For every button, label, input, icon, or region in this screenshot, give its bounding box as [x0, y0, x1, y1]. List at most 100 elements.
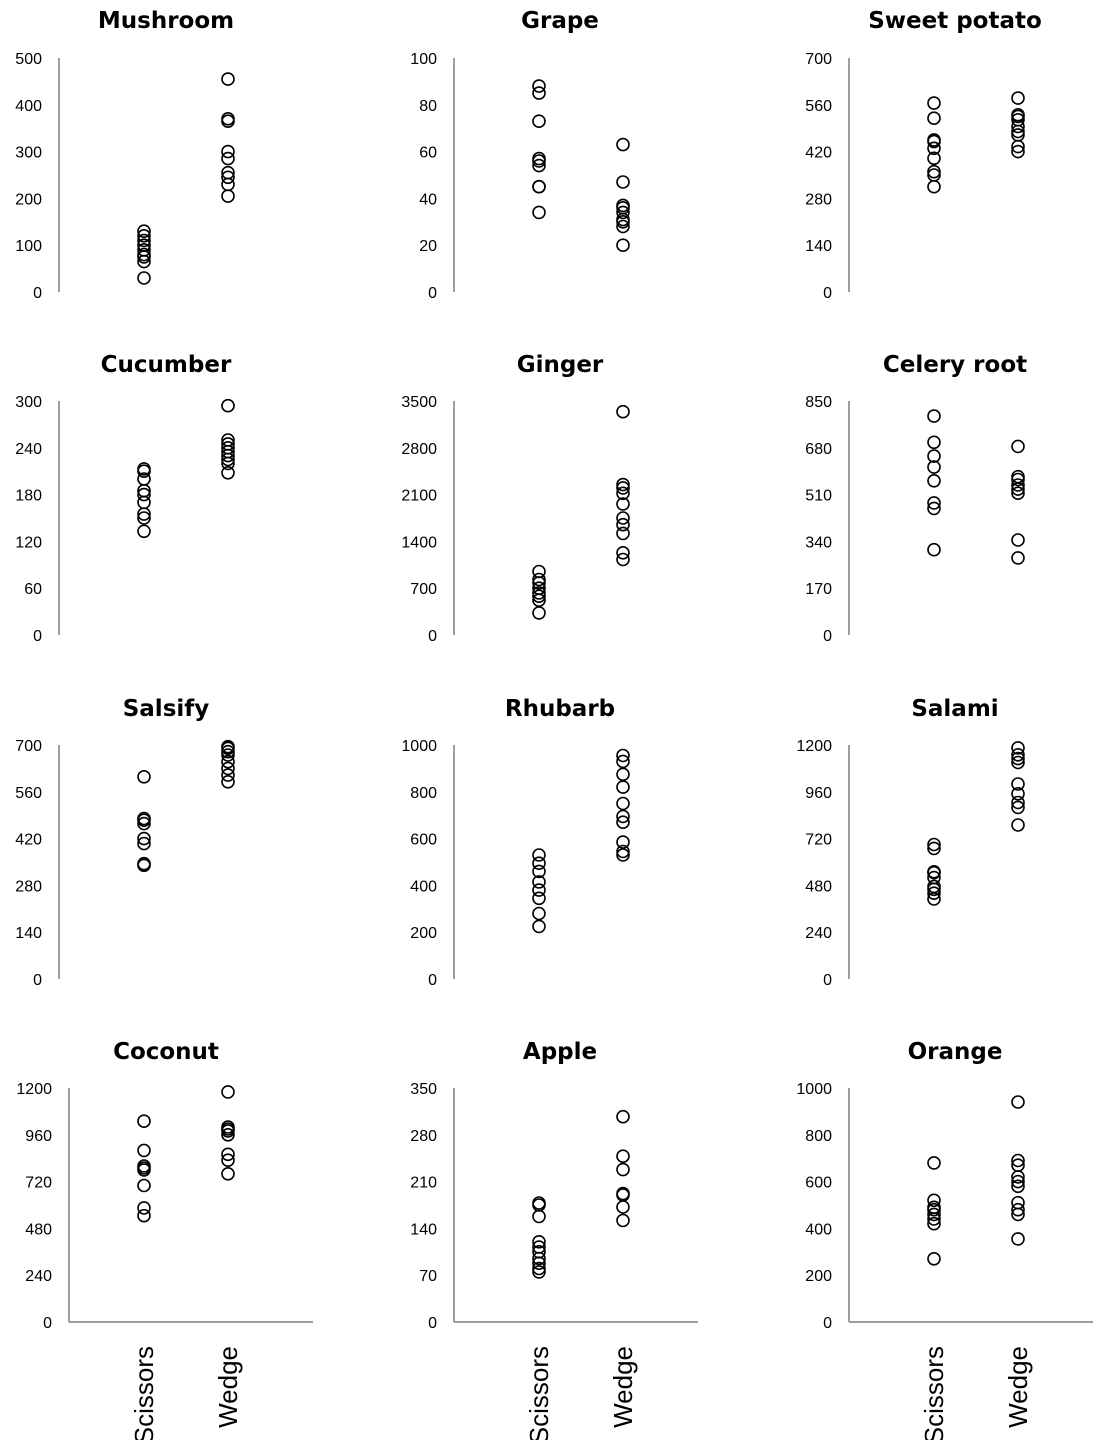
data-point-wedge — [221, 744, 235, 759]
y-tick-label: 480 — [25, 1221, 52, 1238]
panel-mushroom: Mushroom 0 100 200 300 400 500 — [15, 8, 235, 302]
data-point-scissors — [532, 151, 546, 166]
data-point-wedge — [616, 175, 630, 189]
y-tick-label: 350 — [410, 1081, 437, 1098]
data-point-wedge — [221, 1153, 235, 1167]
panel-title: Salsify — [123, 696, 210, 722]
y-tick-label: 400 — [410, 878, 437, 895]
data-point-wedge — [1011, 1095, 1025, 1109]
data-point-scissors — [927, 151, 941, 166]
data-point-scissors — [137, 233, 151, 248]
y-tick-label: 400 — [805, 1221, 832, 1238]
y-tick-label: 720 — [805, 832, 832, 849]
data-point-wedge — [1011, 1158, 1025, 1172]
data-point-scissors — [137, 816, 151, 831]
panel-title: Ginger — [517, 352, 604, 378]
data-point-wedge — [616, 481, 630, 495]
data-point-wedge — [616, 526, 630, 541]
data-point-scissors — [137, 472, 151, 486]
data-point-wedge — [221, 754, 235, 769]
data-point-wedge — [616, 238, 630, 252]
panel-apple: Apple 0 70 140 210 280 350 Scissors Wedge — [410, 1039, 698, 1440]
data-point-scissors — [532, 572, 546, 587]
y-tick-label: 0 — [33, 628, 42, 645]
data-point-wedge — [221, 72, 235, 86]
data-point-scissors — [927, 473, 941, 488]
data-point-scissors — [137, 1208, 151, 1223]
data-point-scissors — [532, 875, 546, 889]
data-point-wedge — [616, 517, 630, 532]
data-point-scissors — [532, 1209, 546, 1224]
y-tick-label: 510 — [805, 488, 832, 505]
y-tick-label: 60 — [419, 145, 437, 162]
data-point-wedge — [616, 1200, 630, 1214]
data-point-scissors — [137, 229, 151, 243]
data-point-scissors — [137, 811, 151, 826]
data-point-scissors — [137, 1143, 151, 1158]
data-point-wedge — [616, 205, 630, 220]
data-point-wedge — [616, 809, 630, 824]
data-point-wedge — [616, 767, 630, 782]
y-tick-label: 0 — [823, 1315, 832, 1332]
panel-grape: Grape 0 20 40 60 80 100 — [410, 8, 630, 302]
data-point-scissors — [137, 1201, 151, 1215]
data-point-wedge — [221, 1120, 235, 1134]
y-tick-label: 560 — [805, 98, 832, 115]
data-point-scissors — [927, 141, 941, 156]
panel-title: Sweet potato — [868, 8, 1042, 34]
data-point-scissors — [532, 1235, 546, 1249]
data-point-wedge — [616, 1149, 630, 1163]
data-point-wedge — [1011, 1179, 1025, 1194]
data-point-wedge — [1011, 128, 1025, 142]
data-point-scissors — [137, 247, 151, 262]
data-point-wedge — [221, 112, 235, 126]
data-point-scissors — [927, 168, 941, 182]
data-point-scissors — [137, 856, 151, 871]
data-point-scissors — [927, 164, 941, 179]
data-point-scissors — [532, 586, 546, 600]
data-point-scissors — [927, 179, 941, 194]
data-point-scissors — [137, 224, 151, 238]
y-tick-label: 0 — [823, 628, 832, 645]
data-point-wedge — [221, 748, 235, 762]
data-point-wedge — [1011, 144, 1025, 159]
data-point-wedge — [616, 835, 630, 849]
data-point-scissors — [532, 158, 546, 173]
data-point-scissors — [927, 111, 941, 125]
data-point-scissors — [137, 511, 151, 525]
y-tick-label: 2100 — [401, 488, 437, 505]
y-tick-label: 1000 — [796, 1081, 832, 1098]
data-point-wedge — [1011, 747, 1025, 762]
data-point-scissors — [532, 1245, 546, 1259]
data-point-scissors — [137, 836, 151, 851]
data-point-wedge — [1011, 1195, 1025, 1210]
data-point-scissors — [137, 524, 151, 539]
data-point-wedge — [616, 404, 630, 419]
y-tick-label: 960 — [805, 785, 832, 802]
data-point-scissors — [927, 864, 941, 879]
x-category-label: Wedge — [1003, 1346, 1033, 1428]
y-tick-label: 240 — [25, 1268, 52, 1285]
data-point-wedge — [221, 761, 235, 776]
data-point-scissors — [927, 96, 941, 110]
data-point-wedge — [1011, 786, 1025, 801]
y-tick-label: 120 — [15, 534, 42, 551]
data-point-wedge — [1011, 741, 1025, 755]
data-point-wedge — [1011, 1174, 1025, 1189]
data-point-wedge — [616, 844, 630, 859]
panel-salsify: Salsify 0 140 280 420 560 700 — [15, 696, 235, 989]
data-point-wedge — [1011, 486, 1025, 501]
panel-rhubarb: Rhubarb 0 200 400 600 800 1000 — [401, 696, 630, 989]
y-tick-label: 700 — [410, 581, 437, 598]
data-point-wedge — [616, 477, 630, 492]
y-tick-label: 700 — [15, 738, 42, 755]
data-point-scissors — [532, 564, 546, 579]
data-point-wedge — [221, 170, 235, 185]
panel-coconut: Coconut 0 240 480 720 960 1200 Scissors Wedge — [16, 1039, 313, 1440]
y-tick-label: 280 — [410, 1128, 437, 1145]
y-tick-label: 200 — [410, 925, 437, 942]
data-point-wedge — [1011, 478, 1025, 492]
y-tick-label: 60 — [24, 581, 42, 598]
y-tick-label: 20 — [419, 238, 437, 255]
data-point-scissors — [532, 79, 546, 93]
